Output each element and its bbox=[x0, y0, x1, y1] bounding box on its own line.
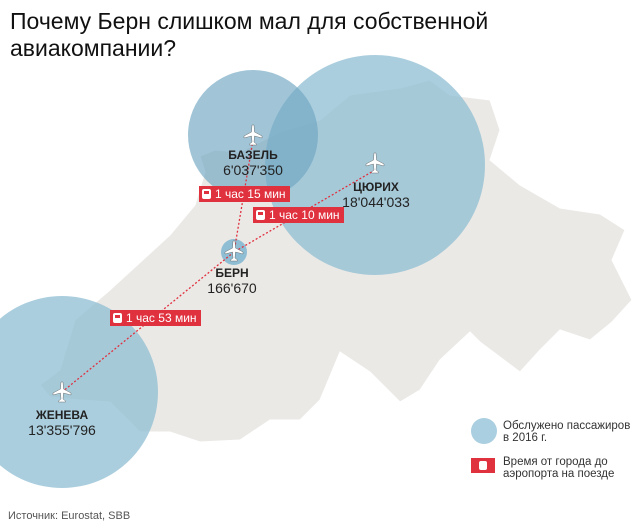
city-zurich: ЦЮРИХ 18'044'033 bbox=[342, 180, 410, 210]
city-geneva: ЖЕНЕВА 13'355'796 bbox=[28, 408, 96, 438]
train-time-zurich: 1 час 10 мин bbox=[253, 207, 344, 223]
page-title: Почему Берн слишком мал для собственной … bbox=[10, 8, 489, 61]
train-icon bbox=[256, 210, 265, 220]
train-time-label: 1 час 10 мин bbox=[269, 208, 340, 222]
city-name: БАЗЕЛЬ bbox=[228, 148, 278, 162]
train-icon bbox=[113, 313, 122, 323]
train-time-label: 1 час 15 мин bbox=[215, 187, 286, 201]
airplane-icon bbox=[365, 152, 385, 174]
city-name: БЕРН bbox=[215, 266, 249, 280]
city-passengers: 13'355'796 bbox=[28, 422, 96, 438]
city-bern: БЕРН 166'670 bbox=[207, 266, 256, 296]
train-icon bbox=[202, 189, 211, 199]
city-passengers: 6'037'350 bbox=[223, 162, 283, 178]
train-time-label: 1 час 53 мин bbox=[126, 311, 197, 325]
geneva-passenger-circle bbox=[0, 296, 158, 488]
airplane-icon bbox=[224, 240, 244, 262]
airplane-icon bbox=[52, 381, 72, 403]
source-note: Источник: Eurostat, SBB bbox=[8, 510, 131, 522]
legend-train-label: Время от города до аэропорта на поезде bbox=[503, 456, 615, 480]
city-passengers: 166'670 bbox=[207, 280, 257, 296]
train-time-basel: 1 час 15 мин bbox=[199, 186, 290, 202]
legend-circle-swatch bbox=[471, 418, 497, 444]
train-time-geneva: 1 час 53 мин bbox=[110, 310, 201, 326]
city-name: ЦЮРИХ bbox=[353, 180, 399, 194]
legend-circle-label: Обслужено пассажиров в 2016 г. bbox=[503, 420, 631, 444]
city-name: ЖЕНЕВА bbox=[35, 408, 89, 422]
bern-geneva-route bbox=[61, 251, 235, 393]
city-basel: БАЗЕЛЬ 6'037'350 bbox=[223, 148, 283, 178]
city-passengers: 18'044'033 bbox=[342, 194, 410, 210]
airplane-icon bbox=[243, 124, 263, 146]
train-icon bbox=[479, 461, 487, 470]
